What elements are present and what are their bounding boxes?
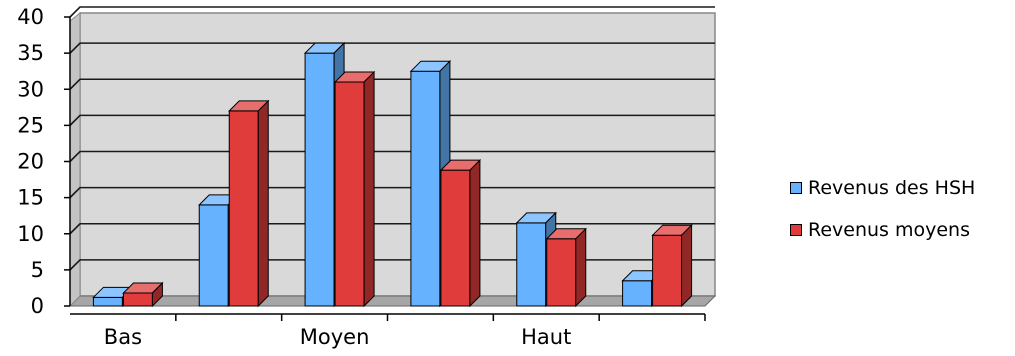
y-tick-label: 0 bbox=[31, 294, 44, 318]
y-tick-label: 30 bbox=[17, 77, 44, 101]
y-tick-label: 40 bbox=[17, 5, 44, 29]
bar bbox=[198, 204, 229, 307]
bar bbox=[516, 222, 547, 307]
plot-back-wall bbox=[79, 12, 716, 297]
bar-side bbox=[151, 281, 163, 308]
bar-side bbox=[681, 223, 693, 308]
y-tick-label: 15 bbox=[17, 186, 44, 210]
gridline bbox=[69, 150, 715, 163]
legend-item-series-2: Revenus moyens bbox=[790, 218, 975, 242]
plot-floor bbox=[68, 295, 717, 307]
legend-swatch-series-2 bbox=[790, 224, 802, 236]
bar bbox=[622, 280, 653, 307]
chart-legend: Revenus des HSH Revenus moyens bbox=[790, 176, 975, 260]
bar bbox=[228, 110, 259, 307]
legend-label-series-1: Revenus des HSH bbox=[808, 177, 976, 199]
x-category-label: Bas bbox=[104, 325, 142, 349]
gridline bbox=[69, 186, 715, 199]
bar bbox=[334, 81, 365, 307]
x-category-label: Moyen bbox=[300, 325, 370, 349]
bar bbox=[410, 70, 441, 307]
y-tick-label: 10 bbox=[17, 222, 44, 246]
bar bbox=[546, 238, 577, 307]
gridline bbox=[69, 42, 715, 54]
bar-side bbox=[257, 99, 269, 308]
x-category-label: Haut bbox=[521, 325, 571, 349]
y-tick-label: 25 bbox=[17, 113, 44, 137]
bar-side bbox=[469, 158, 481, 308]
bar bbox=[652, 234, 683, 307]
y-tick-label: 20 bbox=[17, 150, 44, 174]
bar-side bbox=[575, 227, 587, 308]
gridline bbox=[69, 6, 715, 18]
gridline bbox=[69, 114, 715, 126]
legend-swatch-series-1 bbox=[790, 182, 802, 194]
legend-item-series-1: Revenus des HSH bbox=[790, 176, 975, 200]
gridline bbox=[69, 259, 715, 271]
bar bbox=[440, 169, 471, 307]
gridline bbox=[69, 78, 715, 90]
bar bbox=[122, 292, 153, 307]
bar-side bbox=[363, 70, 375, 308]
bar bbox=[304, 52, 335, 307]
gridline bbox=[69, 222, 715, 235]
y-tick-label: 35 bbox=[17, 41, 44, 65]
bar bbox=[92, 296, 123, 307]
legend-label-series-2: Revenus moyens bbox=[808, 219, 971, 241]
y-tick-label: 5 bbox=[31, 258, 44, 282]
